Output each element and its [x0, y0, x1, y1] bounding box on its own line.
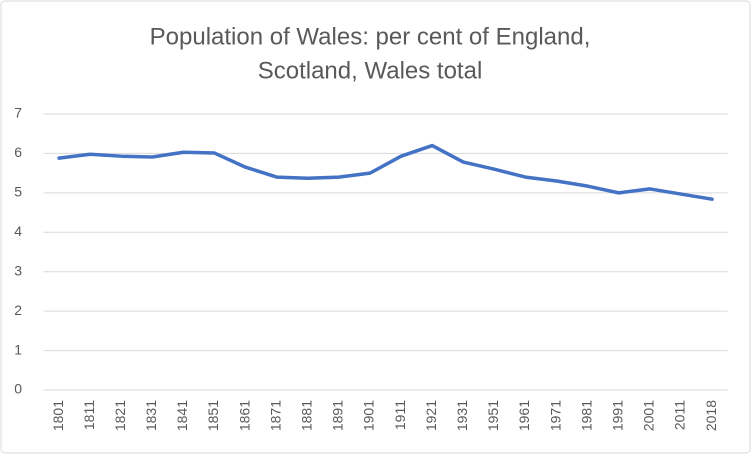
x-tick-label: 1881: [299, 400, 315, 431]
x-tick-label: 1861: [236, 400, 252, 431]
y-tick-label: 2: [14, 302, 22, 318]
x-tick-label: 1851: [205, 400, 221, 431]
x-tick-label: 1921: [423, 400, 439, 431]
chart-title: Population of Wales: per cent of England…: [150, 23, 591, 50]
chart-title: Scotland, Wales total: [258, 57, 483, 84]
data-line: [57, 143, 714, 201]
y-tick-label: 1: [14, 341, 22, 357]
y-tick-label: 3: [14, 262, 22, 278]
x-tick-label: 1971: [547, 400, 563, 431]
x-tick-label: 1951: [485, 400, 501, 431]
x-tick-label: 2011: [672, 400, 688, 430]
x-tick-label: 1841: [174, 400, 190, 431]
x-tick-label: 1831: [143, 400, 159, 431]
x-tick-label: 2001: [641, 400, 657, 431]
x-tick-label: 1991: [609, 400, 625, 431]
x-tick-label: 1811: [81, 400, 97, 430]
y-tick-label: 0: [14, 381, 22, 397]
x-tick-label: 1901: [361, 400, 377, 431]
x-tick-label: 1891: [330, 400, 346, 431]
x-tick-label: 1871: [267, 400, 283, 431]
x-tick-label: 1981: [578, 400, 594, 431]
x-tick-label: 1931: [454, 400, 470, 431]
y-tick-label: 4: [14, 223, 22, 239]
x-tick-label: 1821: [112, 400, 128, 431]
x-tick-label: 1801: [50, 400, 66, 431]
y-tick-label: 5: [14, 184, 22, 200]
x-tick-label: 1961: [516, 400, 532, 431]
y-tick-label: 6: [14, 144, 22, 160]
x-tick-label: 2018: [703, 400, 719, 431]
y-tick-label: 7: [14, 105, 22, 121]
x-tick-label: 1911: [392, 400, 408, 430]
